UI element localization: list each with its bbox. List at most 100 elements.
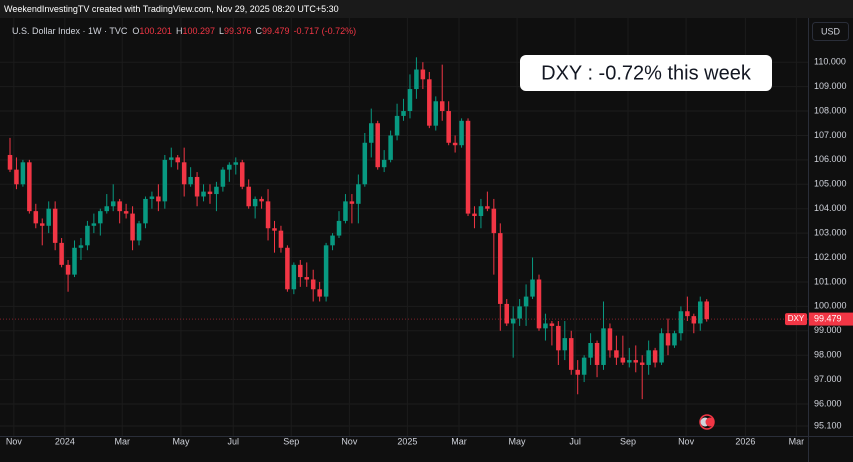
candle-body	[323, 245, 329, 297]
currency[interactable]: USD	[821, 26, 841, 36]
legend-value: 100.201	[139, 26, 172, 36]
candle-body	[14, 169, 19, 185]
y-tick-label: 105.000	[814, 179, 847, 189]
y-tick-label: 98.000	[814, 350, 842, 360]
legend-value: 100.297	[182, 26, 215, 36]
legend-key: C	[256, 26, 263, 36]
candle-body	[562, 338, 568, 351]
y-tick-label: 100.000	[814, 301, 847, 311]
candle-body	[246, 186, 251, 207]
candle-body	[98, 211, 103, 224]
candle-body	[659, 333, 664, 363]
candle-body	[362, 142, 368, 185]
candle-body	[227, 164, 232, 170]
y-tick-label: 103.000	[814, 227, 847, 237]
candle-body	[433, 101, 439, 126]
candle-body	[239, 162, 245, 187]
candle-body	[278, 230, 284, 248]
candle-body	[685, 311, 690, 317]
y-tick-label: 104.000	[814, 203, 847, 213]
candle-body	[233, 162, 239, 165]
x-tick-label: May	[172, 436, 190, 446]
price-tag-name: DXY	[788, 314, 805, 323]
candle-body	[627, 360, 632, 363]
candle-body	[498, 233, 503, 304]
header-bar	[0, 0, 853, 18]
candle-body	[265, 201, 271, 229]
candle-body	[639, 362, 645, 365]
candle-body	[536, 279, 542, 329]
candle-body	[214, 186, 219, 195]
candle-body	[375, 123, 380, 168]
y-tick-label: 110.000	[814, 57, 846, 67]
x-tick-label: Nov	[341, 436, 358, 446]
candle-body	[401, 111, 406, 116]
candle-body	[665, 333, 671, 346]
candle-body	[491, 208, 497, 234]
candle-body	[601, 328, 606, 365]
x-tick-label: Nov	[678, 436, 695, 446]
legend-key: L	[219, 26, 224, 36]
candle-body	[136, 223, 142, 241]
candle-body	[691, 316, 697, 324]
candle-body	[85, 225, 90, 246]
x-tick-label: Nov	[6, 436, 23, 446]
x-tick-label: Mar	[114, 436, 130, 446]
candle-body	[343, 201, 348, 221]
candle-body	[388, 135, 393, 160]
candle-body	[523, 296, 529, 307]
candle-body	[704, 301, 709, 320]
candle-body	[291, 264, 297, 290]
candle-body	[117, 201, 122, 212]
x-tick-label: 2025	[397, 436, 417, 446]
candle-body	[427, 79, 432, 126]
candle-body	[414, 69, 419, 90]
candle-body	[369, 123, 374, 143]
candle-body	[310, 279, 316, 290]
candle-body	[568, 338, 574, 370]
candle-body	[181, 162, 187, 185]
candle-body	[607, 328, 613, 351]
candle-body	[72, 247, 77, 275]
candle-body	[588, 342, 593, 358]
y-tick-label: 108.000	[814, 105, 847, 115]
x-tick-label: Mar	[451, 436, 467, 446]
y-tick-label: 96.000	[814, 398, 842, 408]
x-tick-label: May	[509, 436, 527, 446]
candle-body	[652, 350, 658, 363]
candle-body	[46, 208, 51, 226]
candle-body	[59, 242, 64, 265]
x-tick-label: 2024	[55, 436, 75, 446]
currency-button[interactable]	[812, 22, 849, 41]
candle-body	[317, 289, 322, 297]
candle-body	[27, 162, 32, 212]
y-tick-label: 97.000	[814, 374, 842, 384]
candles	[7, 57, 709, 400]
legend-value: 99.376	[224, 26, 252, 36]
legend-change: -0.717 (-0.72%)	[294, 26, 357, 36]
x-tick-label: Mar	[789, 436, 805, 446]
candle-body	[446, 111, 451, 143]
candle-body	[220, 169, 226, 187]
candle-body	[356, 184, 361, 204]
candle-body	[581, 357, 587, 375]
candle-body	[556, 325, 561, 351]
candle-body	[530, 279, 535, 297]
price-tag-value: 99.479	[814, 313, 842, 323]
candle-body	[678, 311, 684, 334]
price-tag-box	[809, 312, 853, 326]
axes: 110.000 109.000 108.000 107.000 106.000 105.0…	[0, 57, 853, 446]
candle-body	[65, 264, 71, 275]
candle-body	[504, 303, 509, 324]
candle-body	[672, 333, 677, 346]
candle-body	[285, 247, 290, 290]
legend-key: O	[132, 26, 139, 36]
candle-body	[336, 220, 342, 236]
candle-body	[439, 101, 445, 112]
legend-key: H	[176, 26, 183, 36]
legend-name: U.S. Dollar Index · 1W · TVC	[12, 26, 128, 36]
candle-body	[459, 120, 464, 146]
candle-body	[130, 213, 135, 241]
candle-body	[175, 157, 180, 163]
